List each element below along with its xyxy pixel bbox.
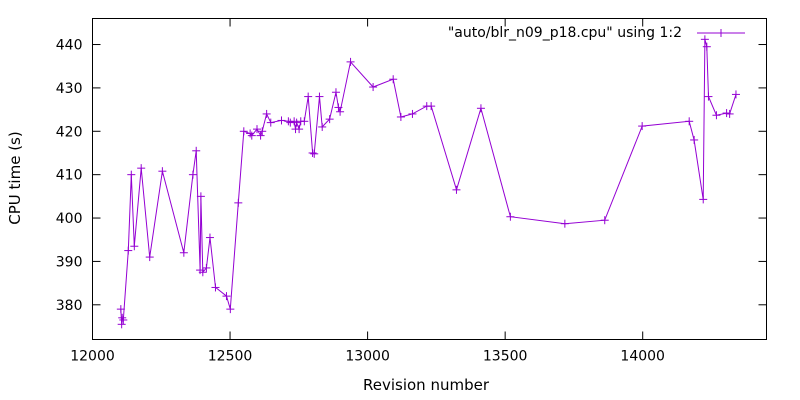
data-point-marker: [137, 164, 146, 173]
data-point-marker: [702, 42, 711, 51]
data-point-marker: [308, 148, 317, 157]
y-tick-label: 400: [56, 211, 83, 227]
data-point-marker: [239, 127, 248, 136]
data-point-marker: [198, 268, 207, 277]
x-tick-label: 13500: [483, 349, 528, 365]
data-point-marker: [124, 246, 133, 255]
data-point-marker: [118, 313, 127, 322]
series-line: [120, 39, 737, 325]
data-point-marker: [117, 320, 126, 329]
data-point-marker: [130, 242, 139, 251]
data-point-marker: [725, 109, 734, 118]
data-point-marker: [704, 92, 713, 101]
data-point-marker: [369, 83, 378, 92]
data-point-marker: [211, 283, 220, 292]
data-point-marker: [295, 125, 304, 134]
data-point-marker: [253, 125, 262, 134]
data-point-marker: [258, 127, 267, 136]
data-point-marker: [196, 192, 205, 201]
legend: "auto/blr_n09_p18.cpu" using 1:2: [448, 25, 745, 41]
data-point-marker: [226, 305, 235, 314]
data-point-marker: [119, 315, 128, 324]
data-point-marker: [266, 118, 275, 127]
data-point-marker: [246, 129, 255, 138]
data-point-marker: [247, 131, 256, 140]
data-point-marker: [234, 198, 243, 207]
data-point-marker: [731, 90, 740, 99]
y-tick-label: 440: [56, 38, 83, 54]
y-tick-label: 420: [56, 124, 83, 140]
data-point-marker: [699, 195, 708, 204]
data-point-marker: [325, 115, 334, 124]
plot-frame: [92, 18, 767, 340]
data-point-marker: [700, 35, 709, 44]
data-point-marker: [304, 92, 313, 101]
data-point-marker: [346, 57, 355, 66]
data-point-marker: [638, 122, 647, 131]
data-point-marker: [277, 116, 286, 125]
x-axis: 12000 12500 13000 13500 14000: [70, 18, 665, 365]
data-point-marker: [310, 149, 319, 158]
y-tick-label: 410: [56, 168, 83, 184]
series-layer: [116, 35, 740, 329]
y-tick-label: 430: [56, 81, 83, 97]
data-point-marker: [408, 109, 417, 118]
x-tick-label: 14000: [620, 349, 665, 365]
y-axis: 380 390 400 410 420 430 440: [56, 38, 767, 314]
data-point-marker: [262, 109, 271, 118]
x-axis-label: Revision number: [363, 376, 490, 394]
data-point-marker: [179, 248, 188, 257]
data-point-marker: [158, 167, 167, 176]
data-point-marker: [188, 170, 197, 179]
data-point-marker: [145, 253, 154, 262]
data-point-marker: [452, 185, 461, 194]
data-point-marker: [685, 117, 694, 126]
data-point-marker: [127, 170, 136, 179]
data-point-marker: [331, 88, 340, 97]
data-point-marker: [292, 118, 301, 127]
data-point-marker: [396, 112, 405, 121]
data-point-marker: [315, 92, 324, 101]
data-point-marker: [389, 75, 398, 84]
x-tick-label: 12500: [208, 349, 253, 365]
data-point-marker: [560, 219, 569, 228]
data-point-marker: [192, 146, 201, 155]
data-point-marker: [256, 131, 265, 140]
data-point-marker: [690, 135, 699, 144]
data-point-marker: [318, 122, 327, 131]
y-tick-label: 380: [56, 298, 83, 314]
data-point-marker: [222, 292, 231, 301]
data-point-marker: [600, 216, 609, 225]
y-axis-label: CPU time (s): [6, 131, 24, 224]
data-point-marker: [506, 212, 515, 221]
x-tick-label: 12000: [70, 349, 115, 365]
data-point-marker: [712, 111, 721, 120]
data-point-marker: [300, 117, 309, 126]
data-point-marker: [116, 305, 125, 314]
data-point-marker: [427, 102, 436, 111]
data-point-marker: [202, 263, 211, 272]
x-tick-label: 13000: [345, 349, 390, 365]
y-tick-label: 390: [56, 254, 83, 270]
data-point-marker: [336, 107, 345, 116]
data-point-marker: [205, 233, 214, 242]
data-point-marker: [476, 104, 485, 113]
legend-label: "auto/blr_n09_p18.cpu" using 1:2: [448, 25, 682, 41]
legend-key: [697, 29, 745, 37]
legend-marker-sample: [717, 29, 725, 37]
data-point-marker: [334, 103, 343, 112]
